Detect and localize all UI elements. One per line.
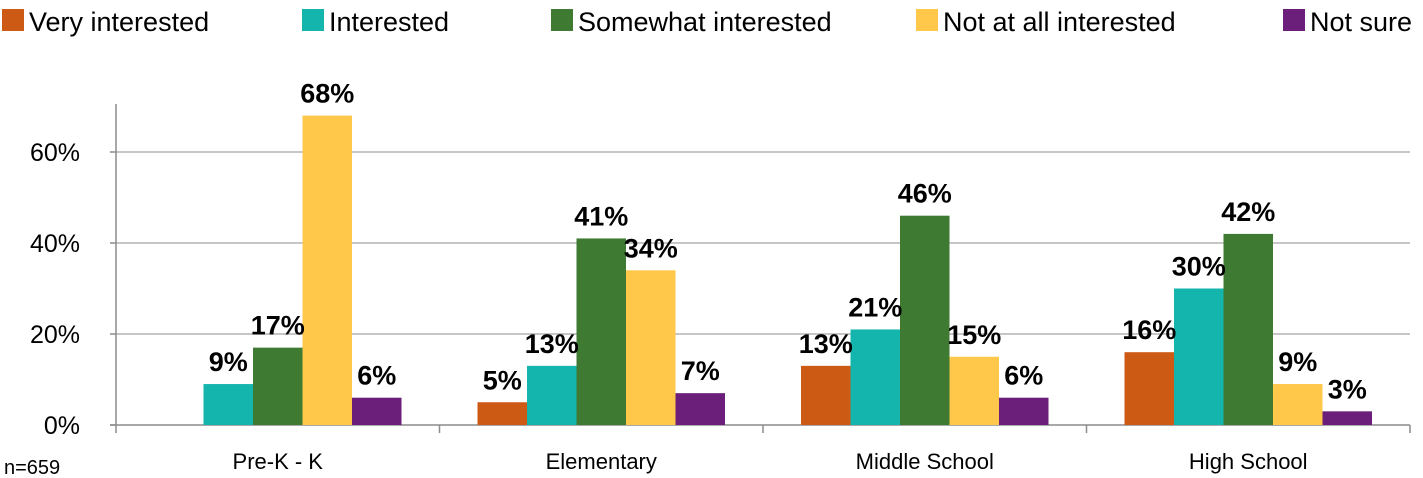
bar-interested-elementary	[527, 365, 577, 425]
y-tick-labels: 0% 20% 40% 60%	[30, 139, 80, 440]
data-labels: 9%17%68%6% 5%13%41%34%7%13%21%46%15%6%16%…	[209, 79, 1367, 405]
bar-interested-pre-k-k	[203, 384, 253, 425]
data-label-very-interested-high-school: 16%	[1122, 315, 1176, 345]
bar-not-at-all-interested-elementary	[626, 270, 676, 425]
bar-not-sure-elementary	[675, 393, 725, 425]
bar-very-interested-elementary	[477, 402, 527, 425]
legend-swatch-not-at-all-interested	[916, 9, 938, 31]
legend-label-interested: Interested	[329, 7, 449, 37]
data-label-interested-pre-k-k: 9%	[209, 347, 248, 377]
data-label-not-sure-high-school: 3%	[1328, 374, 1367, 404]
y-tick-label: 40%	[30, 230, 80, 258]
x-category-label-high-school: High School	[1189, 449, 1308, 474]
bar-somewhat-interested-middle-school	[900, 215, 950, 425]
y-tick-label: 0%	[44, 412, 80, 440]
x-category-label-elementary: Elementary	[546, 449, 657, 474]
bar-somewhat-interested-high-school	[1223, 233, 1273, 425]
chart-legend: Very interested Interested Somewhat intere…	[2, 7, 1412, 37]
data-label-interested-middle-school: 21%	[848, 292, 902, 322]
bar-not-at-all-interested-middle-school	[949, 356, 999, 425]
data-label-not-at-all-interested-middle-school: 15%	[947, 320, 1001, 350]
bar-interested-middle-school	[850, 329, 900, 425]
bar-not-sure-middle-school	[999, 397, 1049, 425]
bar-very-interested-high-school	[1124, 352, 1174, 425]
x-category-labels: Pre-K - K Elementary Middle School High Sch…	[233, 449, 1308, 474]
bars	[203, 115, 1372, 425]
data-label-interested-elementary: 13%	[525, 329, 579, 359]
bar-not-sure-high-school	[1322, 411, 1372, 425]
bar-not-sure-pre-k-k	[352, 397, 402, 425]
data-label-interested-high-school: 30%	[1172, 252, 1226, 282]
bar-somewhat-interested-pre-k-k	[253, 347, 303, 425]
legend-swatch-not-sure	[1283, 9, 1305, 31]
legend-label-not-at-all-interested: Not at all interested	[943, 7, 1176, 37]
legend-label-somewhat-interested: Somewhat interested	[578, 7, 832, 37]
legend-label-not-sure: Not sure	[1310, 7, 1412, 37]
data-label-not-at-all-interested-high-school: 9%	[1278, 347, 1317, 377]
sample-size-note: n=659	[4, 457, 60, 478]
data-label-not-sure-middle-school: 6%	[1004, 361, 1043, 391]
data-label-somewhat-interested-pre-k-k: 17%	[251, 311, 305, 341]
data-label-not-at-all-interested-elementary: 34%	[624, 233, 678, 263]
bar-not-at-all-interested-high-school	[1273, 384, 1323, 425]
data-label-not-sure-elementary: 7%	[681, 356, 720, 386]
bar-very-interested-middle-school	[801, 365, 851, 425]
data-label-somewhat-interested-high-school: 42%	[1221, 197, 1275, 227]
x-category-label-middle-school: Middle School	[856, 449, 994, 474]
bar-somewhat-interested-elementary	[576, 238, 626, 425]
data-label-very-interested-middle-school: 13%	[799, 329, 853, 359]
bar-not-at-all-interested-pre-k-k	[302, 115, 352, 425]
y-tick-label: 20%	[30, 321, 80, 349]
x-category-label-pre-k-k: Pre-K - K	[233, 449, 324, 474]
data-label-not-sure-pre-k-k: 6%	[357, 361, 396, 391]
legend-swatch-very-interested	[2, 9, 24, 31]
legend-swatch-somewhat-interested	[551, 9, 573, 31]
data-label-somewhat-interested-middle-school: 46%	[898, 179, 952, 209]
data-label-not-at-all-interested-pre-k-k: 68%	[300, 79, 354, 109]
bar-interested-high-school	[1174, 288, 1224, 425]
y-tick-label: 60%	[30, 139, 80, 167]
data-label-somewhat-interested-elementary: 41%	[574, 201, 628, 231]
legend-label-very-interested: Very interested	[29, 7, 209, 37]
legend-swatch-interested	[302, 9, 324, 31]
data-label-very-interested-elementary: 5%	[483, 365, 522, 395]
